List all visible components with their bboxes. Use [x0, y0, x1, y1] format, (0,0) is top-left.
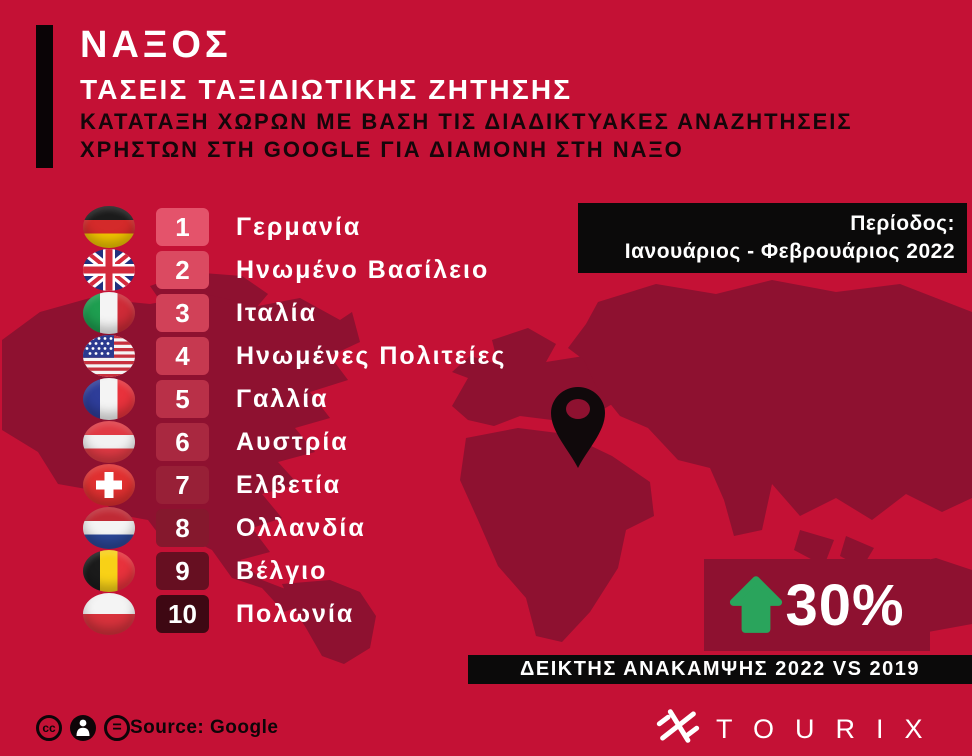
nd-glyph: =: [112, 719, 122, 736]
tourix-icon: [656, 709, 700, 743]
up-arrow-icon: [730, 576, 783, 633]
rank-badge: 3: [156, 294, 209, 332]
description-line-2: ΧΡΗΣΤΩΝ ΣΤΗ GOOGLE ΓΙΑ ΔΙΑΜΟΝΗ ΣΤΗ ΝΑΞΟ: [80, 137, 684, 162]
flag-switzerland-icon: [83, 464, 135, 506]
flag-belgium-icon: [83, 550, 135, 592]
page-title: ΝΑΞΟΣ: [80, 24, 232, 66]
cc-nd-icon: =: [104, 715, 130, 741]
ranking-row: 1 Γερμανία: [0, 206, 640, 249]
rank-number: 1: [175, 211, 190, 242]
country-name: Ολλανδία: [236, 514, 366, 542]
period-value: Ιανουάριος - Φεβρουάριος 2022: [624, 240, 955, 263]
recovery-index-bar: ΔΕΙΚΤΗΣ ΑΝΑΚΑΜΨΗΣ 2022 VS 2019: [468, 655, 972, 684]
country-name: Ελβετία: [236, 471, 342, 499]
flag-germany-icon: [83, 206, 135, 248]
flag-poland-icon: [83, 593, 135, 635]
ranking-row: 8 Ολλανδία: [0, 507, 640, 550]
period-box: Περίοδος: Ιανουάριος - Φεβρουάριος 2022: [578, 203, 967, 273]
rank-badge: 6: [156, 423, 209, 461]
rank-number: 8: [175, 512, 190, 543]
rank-number: 9: [175, 555, 190, 586]
recovery-box: 30%: [704, 559, 930, 651]
source-credit: Source: Google: [130, 717, 279, 738]
flag-united-kingdom-icon: [83, 249, 135, 291]
rank-badge: 2: [156, 251, 209, 289]
flag-united-states-icon: [83, 335, 135, 377]
rank-number: 3: [175, 297, 190, 328]
country-name: Βέλγιο: [236, 557, 328, 585]
title-accent-bar: [36, 25, 53, 168]
cc-glyph: cc: [42, 721, 56, 735]
country-name: Αυστρία: [236, 428, 349, 456]
period-label: Περίοδος:: [850, 212, 955, 235]
rank-badge: 10: [156, 595, 209, 633]
rank-badge: 1: [156, 208, 209, 246]
country-name: Ιταλία: [236, 299, 317, 327]
up-arrow-shape: [730, 576, 783, 633]
brand-logo: TOURIX: [656, 704, 944, 748]
rank-badge: 5: [156, 380, 209, 418]
location-pin-icon: [551, 387, 605, 468]
ranking-row: 4 Ηνωμένες Πολιτείες: [0, 335, 640, 378]
rank-badge: 7: [156, 466, 209, 504]
ranking-row: 10 Πολωνία: [0, 593, 640, 636]
rank-number: 7: [175, 469, 190, 500]
cc-license-icon: cc: [36, 715, 62, 741]
cc-attribution-icon: [70, 715, 96, 741]
rank-badge: 8: [156, 509, 209, 547]
flag-austria-icon: [83, 421, 135, 463]
country-name: Ηνωμένες Πολιτείες: [236, 342, 507, 370]
ranking-row: 7 Ελβετία: [0, 464, 640, 507]
country-name: Γαλλία: [236, 385, 329, 413]
page-subtitle: ΤΑΣΕΙΣ ΤΑΞΙΔΙΩΤΙΚΗΣ ΖΗΤΗΣΗΣ: [80, 74, 573, 105]
rank-number: 10: [168, 598, 197, 629]
recovery-percent: 30%: [785, 572, 905, 638]
rank-number: 4: [175, 340, 190, 371]
rank-badge: 9: [156, 552, 209, 590]
rank-number: 2: [175, 254, 190, 285]
flag-italy-icon: [83, 292, 135, 334]
country-name: Γερμανία: [236, 213, 362, 241]
country-name: Ηνωμένο Βασίλειο: [236, 256, 490, 284]
ranking-row: 3 Ιταλία: [0, 292, 640, 335]
ranking-row: 2 Ηνωμένο Βασίλειο: [0, 249, 640, 292]
rank-badge: 4: [156, 337, 209, 375]
rank-number: 5: [175, 383, 190, 414]
country-name: Πολωνία: [236, 600, 355, 628]
ranking-row: 9 Βέλγιο: [0, 550, 640, 593]
ranking-row: 5 Γαλλία: [0, 378, 640, 421]
brand-name: TOURIX: [716, 713, 944, 744]
flag-netherlands-icon: [83, 507, 135, 549]
ranking-row: 6 Αυστρία: [0, 421, 640, 464]
rank-number: 6: [175, 426, 190, 457]
flag-france-icon: [83, 378, 135, 420]
description-line-1: ΚΑΤΑΤΑΞΗ ΧΩΡΩΝ ΜΕ ΒΑΣΗ ΤΙΣ ΔΙΑΔΙΚΤΥΑΚΕΣ …: [80, 109, 853, 134]
